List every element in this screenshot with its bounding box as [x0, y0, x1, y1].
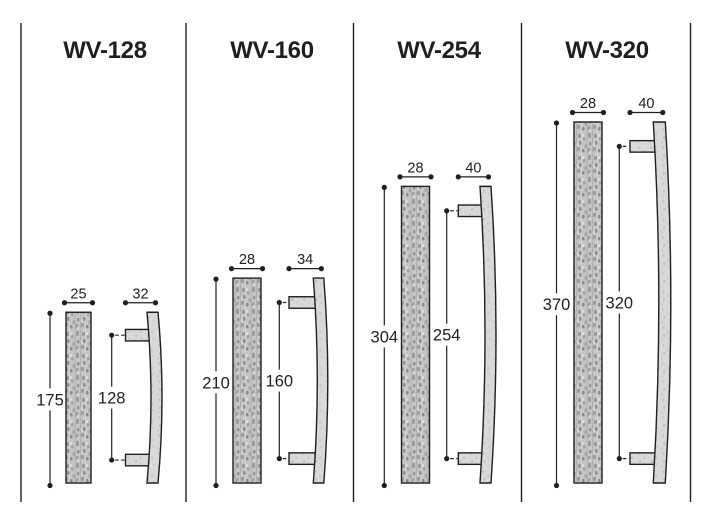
dimension-dot — [228, 266, 235, 272]
dimension-dot — [381, 184, 387, 190]
dimension-dot — [276, 456, 282, 462]
front-bar — [400, 185, 431, 484]
side-profile — [146, 311, 163, 484]
dimension-dot — [616, 143, 622, 149]
model-title: WV-254 — [397, 37, 482, 64]
side-profile — [652, 121, 672, 484]
panel-wv-254: WV-254 28 40 304 254 — [371, 37, 497, 489]
dimension-dot — [616, 456, 622, 462]
wv-320-drawing — [553, 109, 672, 489]
hole-centers-dim-label: 320 — [606, 294, 634, 312]
overall-length-dim-label: 175 — [36, 391, 64, 409]
dimension-dot — [47, 482, 53, 489]
dimension-dot — [569, 109, 576, 116]
side-profile — [312, 277, 329, 484]
dimension-dot — [600, 109, 607, 116]
dimension-dot — [381, 482, 387, 489]
projection-dim-label: 34 — [297, 252, 313, 268]
front-bar — [232, 277, 262, 484]
dimension-dot — [152, 300, 159, 306]
dimension-dot — [61, 300, 68, 306]
front-width-dim-label: 28 — [407, 160, 423, 176]
panel-wv-160: WV-160 28 34 210 160 — [202, 37, 329, 489]
dimension-dot — [276, 299, 282, 306]
dimension-dot — [455, 174, 461, 180]
dimension-dot — [553, 482, 560, 489]
dimension-dot — [47, 310, 53, 316]
dimension-dot — [627, 109, 633, 116]
model-title: WV-128 — [63, 37, 147, 64]
overall-length-dim-label: 210 — [202, 374, 230, 392]
dimension-dot — [660, 109, 666, 116]
dimension-dot — [109, 457, 115, 463]
dimension-dot — [286, 266, 292, 272]
dimension-dot — [485, 174, 492, 180]
wv-254-drawing — [381, 174, 497, 489]
panel-wv-320: WV-320 28 40 370 320 — [543, 37, 672, 489]
projection-dim-label: 40 — [638, 96, 654, 112]
hole-centers-dim-label: 254 — [433, 327, 461, 345]
front-width-dim-label: 28 — [580, 96, 596, 112]
dimension-dot — [259, 266, 266, 272]
panel-dividers — [20, 23, 692, 502]
side-profile — [479, 185, 497, 484]
dimension-dot — [444, 208, 450, 214]
dimension-dot — [89, 300, 96, 306]
projection-dim-label: 40 — [465, 160, 481, 176]
hole-centers-dim-label: 128 — [98, 390, 126, 408]
dimension-dot — [444, 456, 450, 462]
dimension-dot — [553, 120, 560, 126]
wv-160-drawing — [213, 266, 329, 489]
dimension-dot — [213, 276, 219, 282]
dimension-dot — [122, 300, 129, 306]
dimension-dot — [428, 174, 434, 180]
overall-length-dim-label: 370 — [543, 296, 571, 314]
hole-centers-dim-label: 160 — [266, 373, 294, 391]
model-title: WV-320 — [565, 37, 649, 64]
front-bar — [573, 121, 603, 484]
front-bar — [65, 311, 92, 484]
overall-length-dim-label: 304 — [371, 328, 399, 346]
dimension-dot — [213, 482, 219, 489]
dimension-dot — [397, 174, 403, 180]
dimension-dot — [109, 332, 115, 338]
front-width-dim-label: 28 — [239, 252, 255, 268]
front-width-dim-label: 25 — [70, 286, 86, 302]
projection-dim-label: 32 — [132, 286, 148, 302]
wv-128-drawing — [47, 300, 163, 489]
model-title: WV-160 — [230, 37, 314, 64]
panel-wv-128: WV-128 25 32 175 128 — [36, 37, 163, 489]
dimension-dot — [318, 266, 324, 272]
